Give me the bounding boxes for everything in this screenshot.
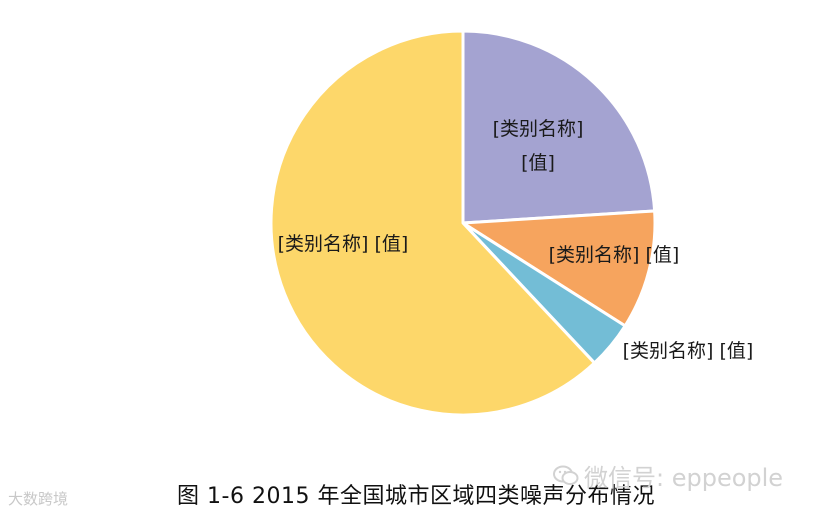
pie-labels: [类别名称] [值] [类别名称] [值] [类别名称] [值] [类别名称] [值]: [278, 118, 754, 362]
wechat-icon: [553, 465, 579, 485]
pie-slices: [269, 29, 657, 417]
slice-label-1: [类别名称]: [493, 118, 584, 140]
figure-caption: 图 1-6 2015 年全国城市区域四类噪声分布情况: [177, 484, 655, 509]
watermark-right-text: 微信号: eppeople: [584, 464, 784, 492]
watermark-left-text: 大数跨境: [8, 490, 69, 508]
pie-slice-1: [461, 29, 657, 225]
pie-slice-2: [461, 209, 657, 328]
slice-label-2: [类别名称] [值]: [549, 244, 680, 266]
pie-slice-4: [269, 29, 596, 417]
slice-label-4: [类别名称] [值]: [278, 233, 409, 255]
watermark-left: 大数跨境: [8, 488, 68, 509]
slice-label-3: [类别名称] [值]: [623, 340, 754, 362]
slice-value-1: [值]: [521, 152, 555, 174]
watermark-right: 微信号: eppeople: [552, 458, 783, 493]
